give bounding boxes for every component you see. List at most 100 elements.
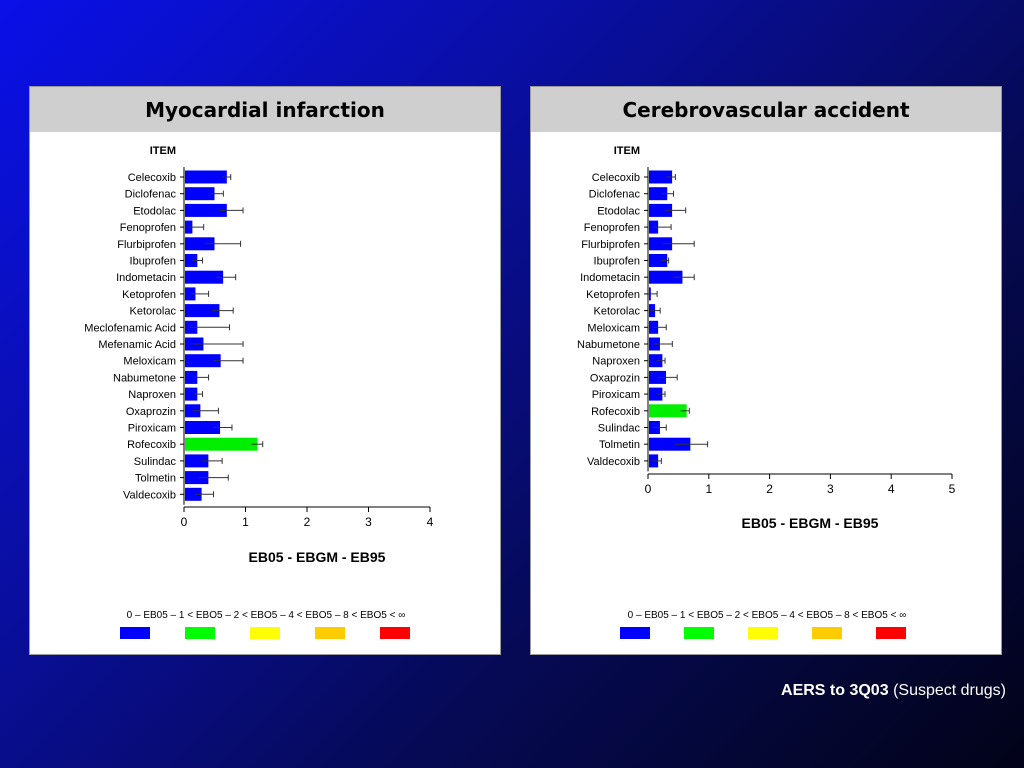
mi-x-tick-label: 1 [242, 515, 249, 529]
mi-category-label: Mefenamic Acid [98, 339, 176, 351]
mi-category-label: Naproxen [128, 389, 176, 401]
cva-y-axis-label: ITEM [614, 145, 640, 157]
caption-normal: (Suspect drugs) [893, 682, 1006, 699]
caption-bold: AERS to 3Q03 [781, 682, 889, 699]
mi-legend-swatch [250, 627, 280, 639]
mi-category-label: Indometacin [116, 272, 176, 284]
cva-x-tick-label: 4 [888, 482, 895, 496]
mi-bar [185, 270, 224, 284]
mi-category-label: Tolmetin [135, 473, 176, 485]
slide-caption: AERS to 3Q03 (Suspect drugs) [781, 682, 1006, 700]
cva-bar [649, 437, 691, 451]
mi-x-tick-label: 3 [365, 515, 372, 529]
mi-bar [185, 203, 227, 217]
cva-category-label: Valdecoxib [587, 456, 640, 468]
mi-bar [185, 170, 227, 184]
cva-category-label: Ibuprofen [594, 256, 640, 268]
cva-category-label: Diclofenac [589, 189, 641, 201]
mi-category-label: Meloxicam [123, 356, 176, 368]
mi-x-tick-label: 2 [304, 515, 311, 529]
cva-bar [649, 387, 663, 401]
mi-bar [185, 304, 220, 318]
mi-legend-thresholds: 0 – EB05 – 1 < EBO5 – 2 < EBO5 – 4 < EBO… [127, 610, 406, 621]
cva-category-label: Nabumetone [577, 339, 640, 351]
mi-x-tick-label: 4 [427, 515, 434, 529]
cva-category-label: Etodolac [597, 205, 640, 217]
cva-category-label: Celecoxib [592, 172, 640, 184]
mi-bar [185, 487, 202, 501]
cva-bar [649, 187, 668, 201]
cva-legend-swatch [748, 627, 778, 639]
mi-category-label: Oxaprozin [126, 406, 176, 418]
mi-bar [185, 237, 215, 251]
cva-category-label: Piroxicam [592, 389, 640, 401]
mi-bar [185, 387, 198, 401]
mi-x-tick-label: 0 [181, 515, 188, 529]
cva-bar [649, 270, 683, 284]
mi-bar [185, 454, 209, 468]
cva-x-tick-label: 1 [705, 482, 712, 496]
mi-category-label: Ketoprofen [122, 289, 176, 301]
mi-category-label: Meclofenamic Acid [84, 322, 176, 334]
cva-category-label: Ketorolac [594, 306, 641, 318]
mi-category-label: Ketorolac [130, 306, 177, 318]
mi-bar [185, 287, 196, 301]
mi-category-label: Flurbiprofen [117, 239, 176, 251]
cva-legend-swatch [684, 627, 714, 639]
cva-category-label: Naproxen [592, 356, 640, 368]
mi-bar [185, 370, 198, 384]
mi-category-label: Piroxicam [128, 423, 176, 435]
mi-category-label: Valdecoxib [123, 489, 176, 501]
mi-legend-swatch [120, 627, 150, 639]
cva-legend-thresholds: 0 – EB05 – 1 < EBO5 – 2 < EBO5 – 4 < EBO… [628, 610, 907, 621]
cva-category-label: Fenoprofen [584, 222, 640, 234]
cva-legend-swatch [876, 627, 906, 639]
cva-category-label: Rofecoxib [591, 406, 640, 418]
mi-category-label: Nabumetone [113, 372, 176, 384]
mi-bar [185, 437, 258, 451]
cva-bar [649, 354, 663, 368]
cva-bar [649, 370, 667, 384]
cva-bar [649, 237, 673, 251]
mi-legend-swatch [315, 627, 345, 639]
mi-bar [185, 354, 221, 368]
cva-bar-chart: ITEM Celecoxib Diclofenac Etodolac Fenoprofe… [577, 145, 956, 639]
mi-category-label: Sulindac [134, 456, 177, 468]
mi-category-label: Fenoprofen [120, 222, 176, 234]
mi-category-label: Etodolac [133, 205, 176, 217]
cva-bar [649, 203, 673, 217]
mi-category-label: Diclofenac [125, 189, 177, 201]
cva-x-tick-label: 2 [766, 482, 773, 496]
mi-category-label: Celecoxib [128, 172, 176, 184]
mi-bar-chart: ITEM Celecoxib Diclofenac Etodolac Fenoprofe… [84, 145, 434, 639]
mi-y-axis-label: ITEM [150, 145, 176, 157]
cva-category-label: Flurbiprofen [581, 239, 640, 251]
cva-category-label: Indometacin [580, 272, 640, 284]
cva-legend-swatch [812, 627, 842, 639]
cva-bar [649, 170, 673, 184]
cva-x-axis-label: EB05 - EBGM - EB95 [742, 515, 879, 531]
cva-bar [649, 404, 687, 418]
mi-chart-panel: Myocardial infarction ITEM Celecoxib Diclo… [29, 86, 501, 655]
cva-category-label: Sulindac [598, 423, 641, 435]
cva-category-label: Tolmetin [599, 439, 640, 451]
cva-chart-title: Cerebrovascular accident [531, 87, 1001, 132]
mi-bar [185, 187, 215, 201]
cva-category-label: Meloxicam [587, 322, 640, 334]
cva-x-tick-label: 0 [645, 482, 652, 496]
mi-bar [185, 254, 198, 267]
cva-x-tick-label: 3 [827, 482, 834, 496]
cva-chart-panel: Cerebrovascular accident ITEM Celecoxib Di… [530, 86, 1002, 655]
mi-bar [185, 471, 209, 485]
cva-bar [649, 254, 668, 267]
cva-legend-swatch [620, 627, 650, 639]
cva-category-label: Oxaprozin [590, 372, 640, 384]
mi-legend-swatch [380, 627, 410, 639]
mi-x-axis-label: EB05 - EBGM - EB95 [249, 549, 386, 565]
cva-category-label: Ketoprofen [586, 289, 640, 301]
cva-x-tick-label: 5 [949, 482, 956, 496]
mi-category-label: Ibuprofen [130, 256, 176, 268]
mi-legend-swatch [185, 627, 215, 639]
mi-chart-title: Myocardial infarction [30, 87, 500, 132]
mi-category-label: Rofecoxib [127, 439, 176, 451]
